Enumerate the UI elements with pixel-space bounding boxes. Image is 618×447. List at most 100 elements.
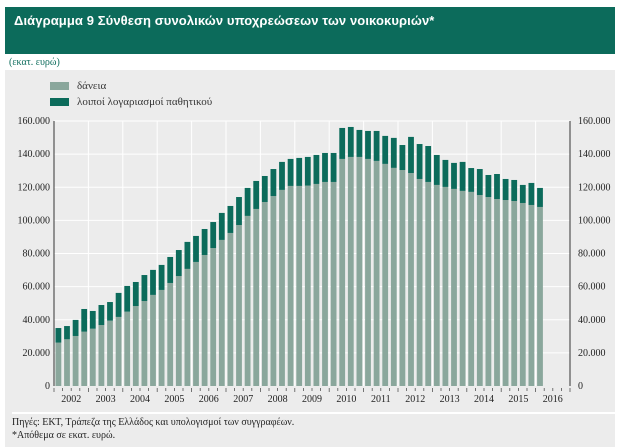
chart-title: Διάγραμμα 9 Σύνθεση συνολικών υποχρεώσεω… — [14, 13, 435, 28]
bar-other-liabilities — [210, 222, 217, 249]
y-tick-label-right: 140.000 — [578, 149, 611, 160]
bar-loans — [313, 183, 320, 386]
bar-loans — [433, 184, 440, 386]
divider — [12, 412, 615, 414]
y-tick-label-left: 120.000 — [18, 182, 51, 193]
bar-other-liabilities — [433, 154, 440, 185]
legend-swatch-loans — [50, 82, 69, 90]
bar-other-liabilities — [158, 264, 165, 290]
bar-loans — [330, 181, 337, 386]
bar-other-liabilities — [55, 328, 62, 343]
bar-other-liabilities — [279, 161, 285, 190]
bar-loans — [236, 225, 242, 386]
x-tick-label: 2015 — [508, 394, 528, 405]
bar-loans — [459, 190, 466, 386]
y-tick-label-right: 60.000 — [578, 282, 606, 293]
bar-loans — [193, 261, 199, 386]
legend-item-loans: δάνεια — [50, 78, 212, 94]
bar-other-liabilities — [347, 126, 354, 157]
bar-loans — [89, 328, 96, 386]
bar-other-liabilities — [244, 187, 251, 216]
bar-loans — [81, 331, 88, 386]
bar-other-liabilities — [365, 130, 371, 159]
bar-other-liabilities — [399, 145, 406, 171]
bar-other-liabilities — [528, 182, 535, 205]
bar-other-liabilities — [115, 292, 122, 317]
bar-loans — [210, 248, 217, 386]
bar-other-liabilities — [313, 154, 320, 184]
bar-loans — [261, 201, 268, 386]
x-tick-label: 2008 — [268, 394, 288, 405]
bar-loans — [132, 306, 139, 386]
bar-other-liabilities — [287, 158, 294, 186]
bar-loans — [201, 254, 208, 386]
bar-loans — [416, 178, 423, 386]
bar-loans — [519, 202, 526, 386]
x-tick-label: 2007 — [233, 394, 253, 405]
y-tick-label-left: 140.000 — [18, 149, 51, 160]
bar-loans — [322, 181, 328, 386]
bar-loans — [55, 342, 62, 386]
unit-label: (εκατ. ευρώ) — [9, 57, 60, 68]
bar-other-liabilities — [416, 144, 423, 179]
bar-loans — [244, 215, 251, 386]
x-tick-label: 2011 — [371, 394, 391, 405]
y-tick-label-left: 60.000 — [23, 282, 51, 293]
y-tick-label-right: 20.000 — [578, 348, 606, 359]
bar-other-liabilities — [107, 302, 113, 321]
bar-loans — [279, 189, 285, 386]
bar-other-liabilities — [167, 256, 174, 283]
bar-loans — [158, 289, 165, 386]
bar-loans — [537, 206, 543, 386]
bar-other-liabilities — [519, 184, 526, 203]
x-tick-label: 2009 — [302, 394, 322, 405]
x-tick-label: 2006 — [199, 394, 219, 405]
bar-other-liabilities — [184, 241, 191, 269]
x-tick-label: 2004 — [130, 394, 150, 405]
bar-loans — [373, 160, 380, 386]
bar-loans — [339, 158, 346, 386]
x-tick-label: 2013 — [440, 394, 460, 405]
bar-other-liabilities — [425, 146, 432, 182]
source-note: Πηγές: ΕΚΤ, Τράπεζα της Ελλάδος και υπολ… — [12, 417, 295, 428]
bar-other-liabilities — [261, 175, 268, 202]
bar-loans — [528, 204, 535, 386]
bar-loans — [476, 195, 483, 386]
x-tick-label: 2005 — [164, 394, 184, 405]
bar-other-liabilities — [81, 308, 88, 332]
bar-other-liabilities — [356, 129, 363, 157]
x-tick-label: 2002 — [61, 394, 81, 405]
bar-other-liabilities — [218, 212, 225, 240]
legend: δάνεια λοιποί λογαριασμοί παθητικού — [50, 78, 212, 110]
x-tick-label: 2012 — [405, 394, 425, 405]
bar-loans — [218, 239, 225, 386]
y-tick-label-right: 120.000 — [578, 182, 611, 193]
bar-other-liabilities — [201, 228, 208, 255]
bar-loans — [287, 185, 294, 386]
legend-item-other: λοιποί λογαριασμοί παθητικού — [50, 94, 212, 110]
bar-other-liabilities — [537, 187, 543, 207]
bar-other-liabilities — [304, 156, 311, 186]
bar-other-liabilities — [330, 152, 337, 182]
bar-loans — [167, 282, 174, 386]
bar-loans — [124, 311, 131, 386]
bar-other-liabilities — [89, 310, 96, 329]
bar-other-liabilities — [459, 161, 466, 191]
bar-other-liabilities — [141, 275, 148, 302]
y-tick-label-left: 0 — [45, 381, 50, 392]
bar-other-liabilities — [494, 174, 500, 200]
bar-loans — [485, 197, 492, 386]
bar-loans — [511, 200, 518, 386]
bar-loans — [227, 232, 234, 386]
bar-loans — [150, 294, 156, 386]
bar-loans — [399, 170, 406, 386]
bar-other-liabilities — [408, 136, 414, 174]
bar-other-liabilities — [270, 169, 277, 197]
bar-other-liabilities — [468, 168, 475, 192]
bar-other-liabilities — [476, 169, 483, 196]
legend-swatch-other — [50, 98, 69, 106]
y-tick-label-right: 160.000 — [578, 116, 611, 127]
bar-other-liabilities — [502, 178, 509, 201]
bar-loans — [425, 181, 432, 386]
